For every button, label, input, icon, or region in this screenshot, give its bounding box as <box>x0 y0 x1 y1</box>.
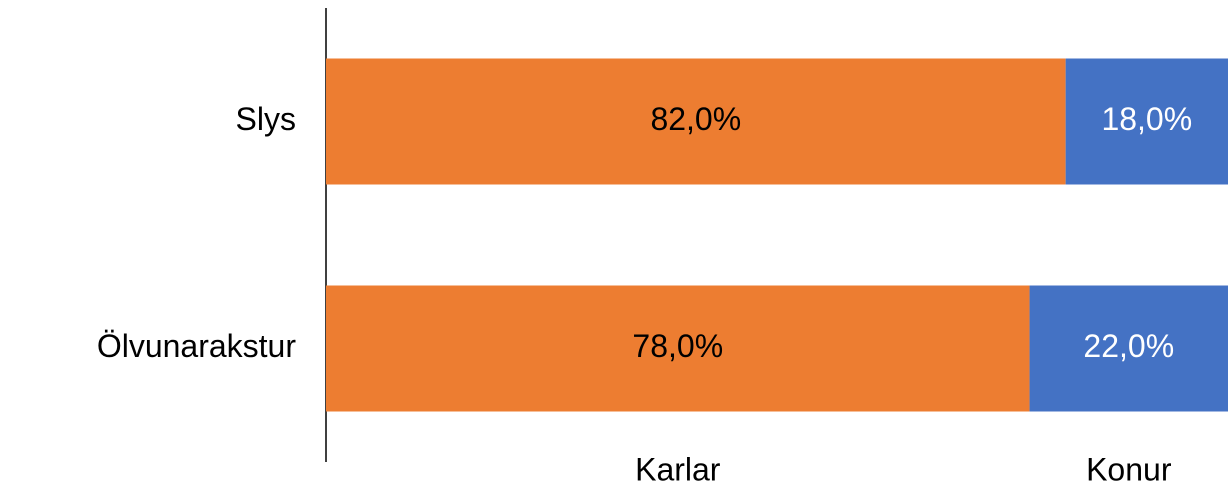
bar-segment <box>326 285 1030 412</box>
legend-label: Karlar <box>635 451 721 487</box>
y-tick-label: Slys <box>236 101 296 137</box>
bar-segment <box>1065 58 1228 185</box>
bar-segment <box>326 58 1066 185</box>
data-label: 82,0% <box>650 101 741 137</box>
y-tick-label: Ölvunarakstur <box>97 328 297 364</box>
data-label: 18,0% <box>1101 101 1192 137</box>
legend-label: Konur <box>1086 451 1172 487</box>
data-label: 78,0% <box>632 328 723 364</box>
data-label: 22,0% <box>1083 328 1174 364</box>
bar-segment <box>1029 285 1228 412</box>
